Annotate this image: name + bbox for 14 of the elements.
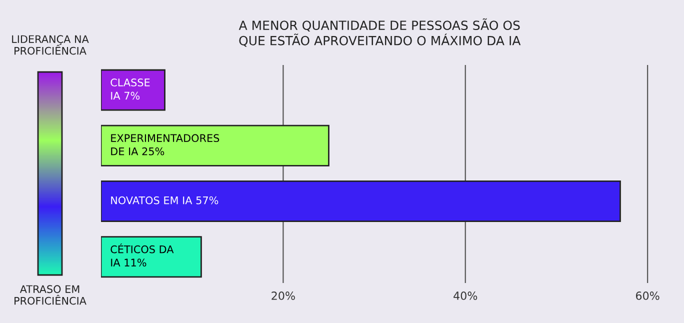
text: ATRASO EM PROFICIÊNCIA [14,285,86,305]
x-tick-label: 40% [454,292,478,300]
text: LIDERANÇA NA PROFICIÊNCIA [12,35,89,55]
x-tick-label: 20% [272,292,295,300]
chart-title: A MENOR QUANTIDADE DE PESSOAS SÃO OS QUE ESTÃO APROVEITANDO O MÁXIMO DA IA [238,18,521,47]
y-tick-label: CLASSE IA 7% [110,78,150,100]
bar [101,236,202,278]
y-tick-label: EXPERIMENTADORES DE IA 25% [111,134,220,156]
bar [101,124,330,166]
x-tick-label: 60% [636,292,660,300]
y-tick-label: NOVATOS EM IA 57% [111,196,218,204]
bar [101,69,166,111]
y-tick-label: CÉTICOS DA IA 11% [110,243,174,267]
bar [101,180,621,222]
